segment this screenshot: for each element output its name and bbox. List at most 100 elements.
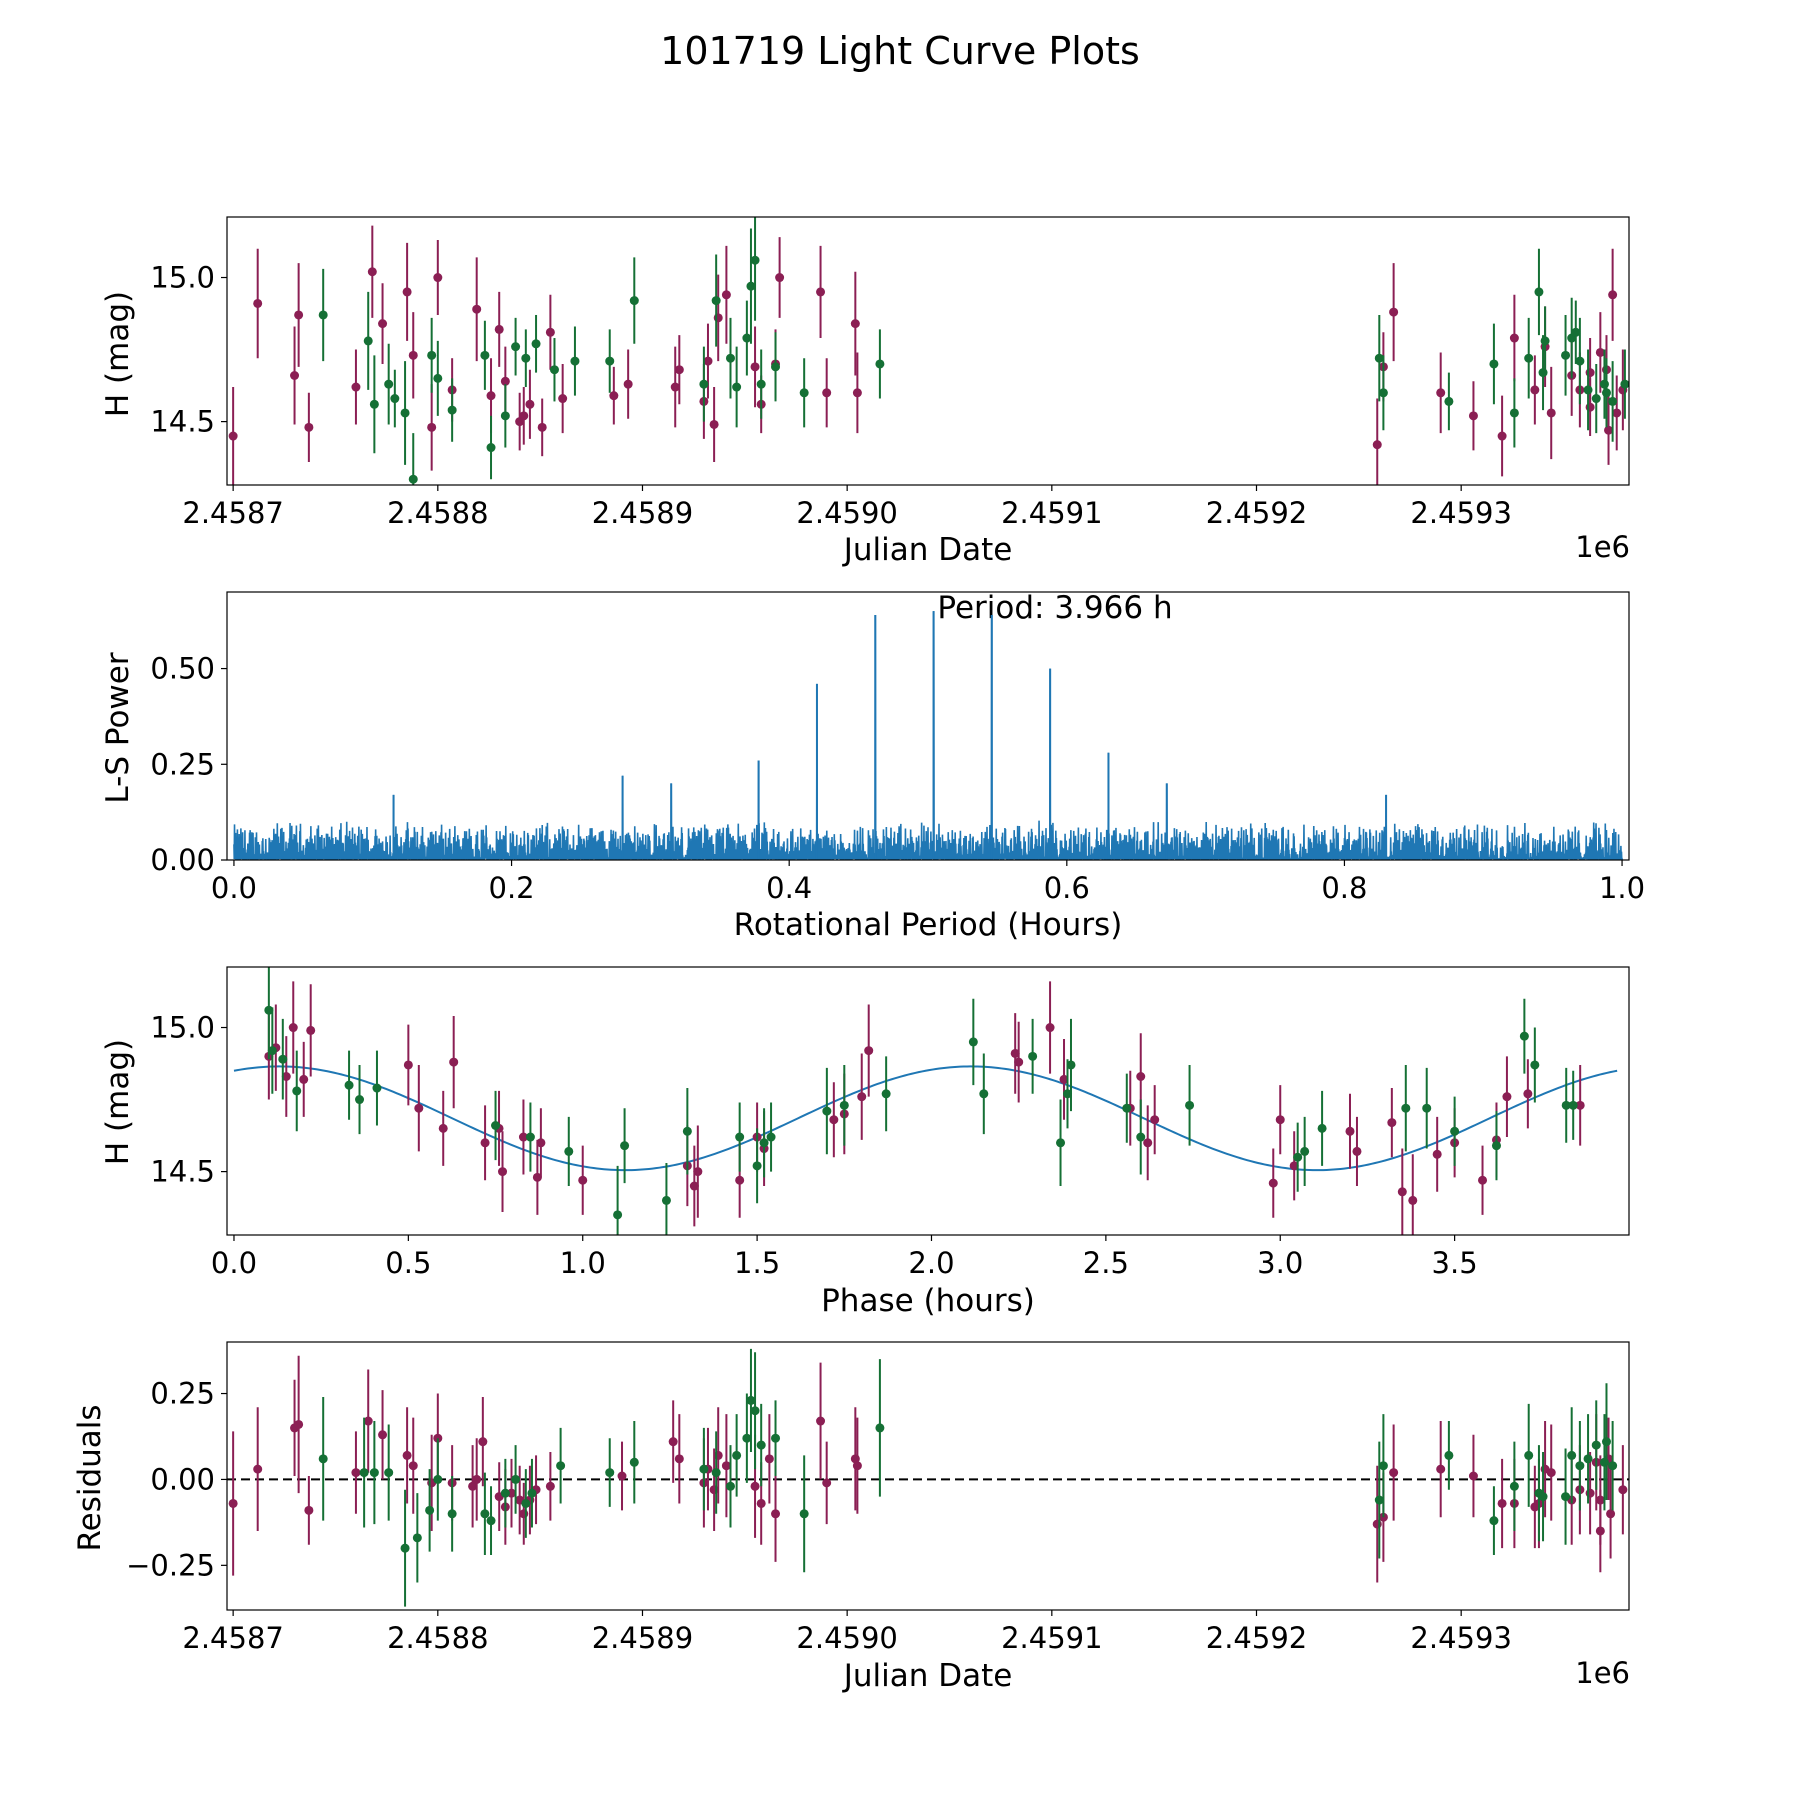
phased-xtick-label: 0.5 [385,1246,431,1280]
lightcurve-point [447,405,457,415]
residuals-point [1378,1461,1388,1471]
residuals-point [400,1543,410,1553]
lightcurve-xtick-label: 2.4590 [796,496,897,530]
phased-point [306,1025,316,1035]
phased-point [1028,1051,1038,1061]
lightcurve-point [480,350,490,360]
lightcurve-point [1509,408,1519,418]
residuals-point [1618,1485,1628,1495]
phased-point [1300,1146,1310,1156]
phased-xtick-label: 0.0 [211,1246,257,1280]
periodogram-line [233,611,1624,860]
lightcurve-point [1436,388,1446,398]
lightcurve-point [746,281,756,291]
residuals-point [756,1498,766,1508]
lightcurve-panel: Julian Date H (mag) 1e6 2.4587 2.4588 2.45… [100,216,1630,568]
lightcurve-point [713,313,723,323]
residuals-ytick-label: 0.00 [150,1462,215,1496]
periodogram-ylabel: L-S Power [100,652,136,803]
residuals-xtick-label: 2.4592 [1206,1621,1307,1655]
phased-point [1519,1031,1529,1041]
phased-point [1491,1141,1501,1151]
residuals-point [425,1505,435,1515]
residuals-point [699,1464,709,1474]
residuals-point [771,1433,781,1443]
phased-point [1122,1103,1132,1113]
residuals-xtick-label: 2.4591 [1001,1621,1102,1655]
phased-point [864,1046,874,1056]
residuals-point [746,1395,756,1405]
lightcurve-point [822,388,832,398]
lightcurve-point [609,391,619,401]
phased-xtick-label: 1.5 [734,1246,780,1280]
residuals-point [674,1454,684,1464]
phased-point [498,1167,508,1177]
phased-point [1136,1132,1146,1142]
lightcurve-point [494,324,504,334]
residuals-xtick-label: 2.4593 [1410,1621,1511,1655]
lightcurve-point [1608,396,1618,406]
lightcurve-xtick-label: 2.4591 [1001,496,1102,530]
residuals-point [472,1474,482,1484]
lightcurve-point [433,373,443,383]
phased-point [1275,1115,1285,1125]
residuals-plot-area [227,1348,1629,1607]
periodogram-xtick-label: 1.0 [1599,871,1645,905]
residuals-point [816,1416,826,1426]
period-annotation: Period: 3.966 h [937,590,1172,626]
residuals-point [725,1481,735,1491]
lightcurve-point [1497,431,1507,441]
lightcurve-point [699,379,709,389]
phased-point [1014,1057,1024,1067]
lightcurve-point [537,422,547,432]
lightcurve-point [1524,353,1534,363]
phased-point [278,1054,288,1064]
phased-point [1530,1060,1540,1070]
residuals-point [1524,1450,1534,1460]
phased-point [661,1195,671,1205]
phased-point [344,1080,354,1090]
phased-xtick-label: 2.5 [1083,1246,1129,1280]
lightcurve-point [1468,411,1478,421]
residuals-point [1372,1519,1382,1529]
lightcurve-point [1591,394,1601,404]
phased-point [1063,1089,1073,1099]
residuals-point [711,1468,721,1478]
residuals-point [1489,1516,1499,1526]
residuals-point [771,1509,781,1519]
residuals-point [1546,1468,1556,1478]
residuals-point [363,1416,373,1426]
lightcurve-point [558,394,568,404]
lightcurve-series-A [228,225,1628,485]
phased-point [1317,1123,1327,1133]
lightcurve-ytick-label: 15.0 [150,261,215,295]
lightcurve-point [1444,396,1454,406]
lightcurve-offset-label: 1e6 [1575,530,1630,564]
lightcurve-point [427,422,437,432]
residuals-point [294,1419,304,1429]
lightcurve-point [775,273,785,283]
lightcurve-point [525,399,535,409]
residuals-point [478,1437,488,1447]
phased-point [1561,1100,1571,1110]
residuals-point [799,1509,809,1519]
lightcurve-point [1374,353,1384,363]
residuals-point [228,1498,238,1508]
periodogram-plot-area [233,611,1624,860]
residuals-point [852,1461,862,1471]
residuals-point [304,1505,314,1515]
lightcurve-point [531,339,541,349]
residuals-point [1538,1492,1548,1502]
phased-point [1150,1115,1160,1125]
lightcurve-point [816,287,826,297]
lightcurve-point [290,370,300,380]
residuals-offset-label: 1e6 [1575,1656,1630,1690]
lightcurve-point [570,356,580,366]
lightcurve-point [228,431,238,441]
phased-plot-area [233,967,1618,1235]
lightcurve-point [1601,388,1611,398]
phased-point [1478,1175,1488,1185]
lightcurve-point [433,273,443,283]
lightcurve-plot-area [228,217,1629,485]
